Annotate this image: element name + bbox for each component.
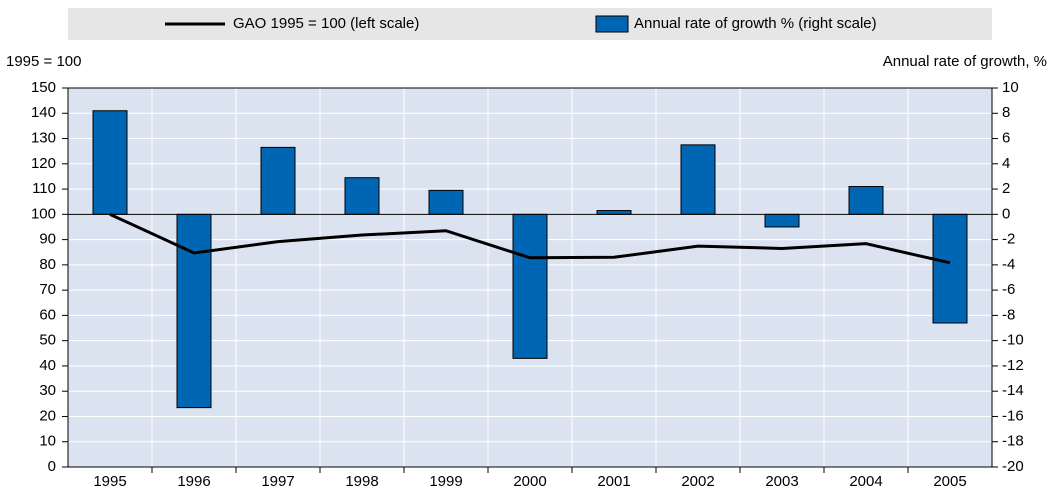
y2-tick-label: 8 — [1002, 104, 1010, 121]
y2-tick-label: -4 — [1002, 256, 1015, 273]
y-tick-label: 140 — [31, 104, 56, 121]
y2-tick-label: -6 — [1002, 281, 1015, 298]
x-tick-label: 1998 — [345, 473, 378, 490]
y2-tick-label: 6 — [1002, 130, 1010, 147]
line-series — [109, 212, 951, 265]
bar — [92, 110, 128, 215]
y-tick-label: 70 — [39, 281, 56, 298]
y-tick-label: 40 — [39, 357, 56, 374]
bar — [260, 146, 296, 215]
legend-label: GAO 1995 = 100 (left scale) — [233, 15, 419, 32]
y2-tick-label: -16 — [1002, 407, 1024, 424]
y-tick-label: 20 — [39, 407, 56, 424]
bar — [428, 189, 464, 215]
y2-tick-label: 4 — [1002, 155, 1010, 172]
y2-tick-label: -18 — [1002, 433, 1024, 450]
x-tick-label: 2005 — [933, 473, 966, 490]
y-tick-label: 30 — [39, 382, 56, 399]
x-tick-label: 1996 — [177, 473, 210, 490]
y-axis-label: 1995 = 100 — [6, 53, 82, 70]
y-tick-label: 50 — [39, 332, 56, 349]
y-tick-label: 90 — [39, 231, 56, 248]
x-tick-label: 2001 — [597, 473, 630, 490]
y-tick-label: 60 — [39, 306, 56, 323]
y-tick-label: 110 — [32, 180, 56, 197]
y2-tick-label: -2 — [1002, 231, 1015, 248]
legend-label: Annual rate of growth % (right scale) — [634, 15, 877, 32]
y2-tick-label: -10 — [1002, 332, 1024, 349]
y-tick-label: 150 — [31, 79, 56, 96]
y-tick-label: 0 — [48, 458, 56, 475]
x-tick-label: 2004 — [849, 473, 882, 490]
bar — [680, 144, 716, 215]
y-tick-label: 10 — [39, 433, 56, 450]
x-tick-label: 2002 — [681, 473, 714, 490]
x-tick-label: 1995 — [93, 473, 126, 490]
y2-tick-label: -8 — [1002, 306, 1015, 323]
bar — [848, 186, 884, 215]
y-tick-label: 80 — [39, 256, 56, 273]
bar — [176, 213, 212, 409]
bar — [932, 213, 968, 324]
x-tick-label: 2003 — [765, 473, 798, 490]
plot-frame — [67, 87, 993, 468]
y2-tick-label: 0 — [1002, 205, 1010, 222]
y2-tick-label: -14 — [1002, 382, 1024, 399]
x-tick-label: 1997 — [261, 473, 294, 490]
y2-tick-label: 10 — [1002, 79, 1019, 96]
y-tick-label: 100 — [31, 205, 56, 222]
y2-tick-label: 2 — [1002, 180, 1010, 197]
bar — [344, 177, 380, 215]
bar — [512, 213, 548, 359]
y2-tick-label: -12 — [1002, 357, 1024, 374]
y2-tick-label: -20 — [1002, 458, 1024, 475]
y-tick-label: 120 — [31, 155, 56, 172]
y2-axis-label: Annual rate of growth, % — [883, 53, 1047, 70]
x-tick-label: 1999 — [429, 473, 462, 490]
x-tick-label: 2000 — [513, 473, 546, 490]
y-tick-label: 130 — [31, 130, 56, 147]
bar — [764, 213, 800, 228]
legend-swatch — [595, 15, 629, 33]
bar — [596, 210, 632, 215]
